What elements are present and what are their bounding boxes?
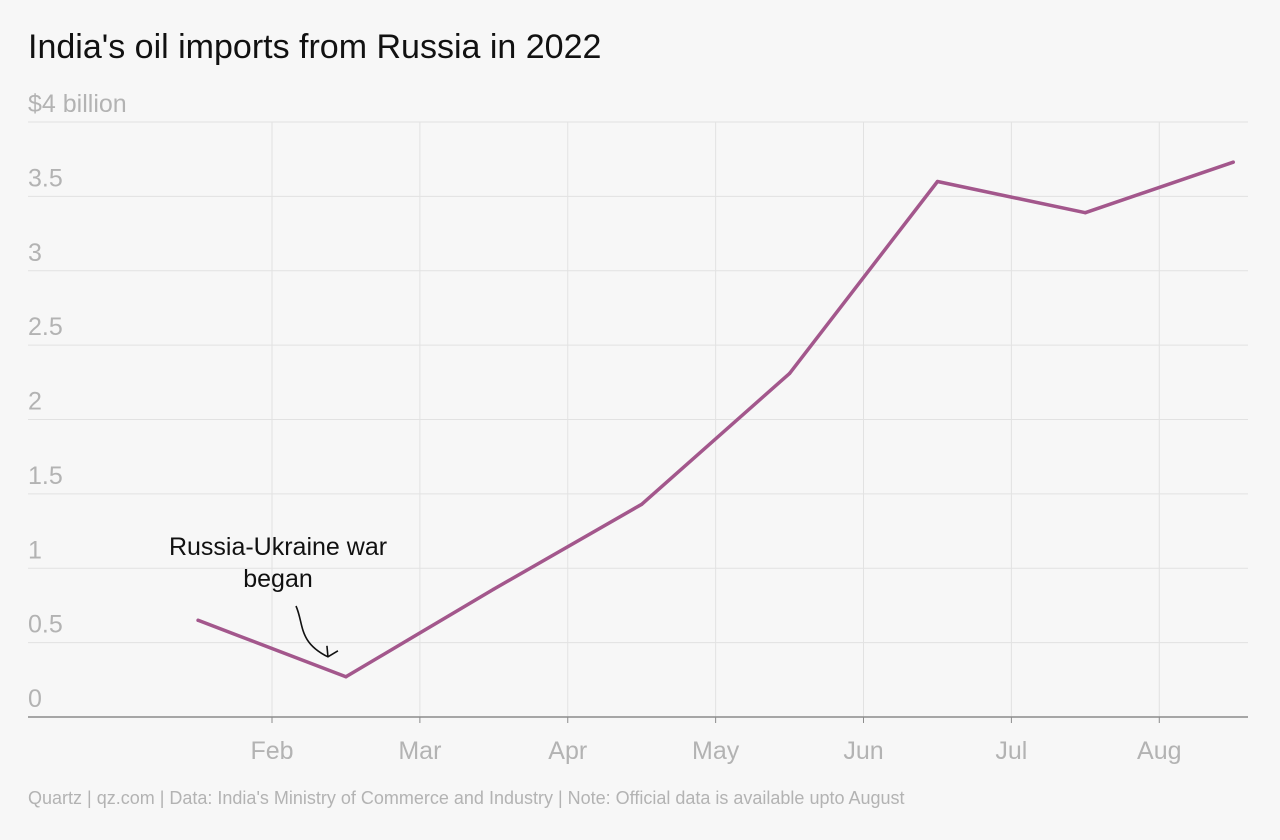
data-point [492,587,496,591]
chart-title: India's oil imports from Russia in 2022 [28,28,602,66]
y-tick-label: 3.5 [28,164,63,192]
annotation-line-2: began [243,565,313,593]
data-point [196,618,200,622]
x-tick-label: Aug [1137,737,1181,765]
y-tick-label: 0 [28,685,42,713]
y-tick-label: 2 [28,388,42,416]
annotation-arrow [295,605,329,658]
x-tick-label: Apr [548,737,587,765]
data-point [640,502,644,506]
x-tick-label: Jun [843,737,883,765]
data-point [1083,211,1087,215]
x-tick-label: Feb [250,737,293,765]
y-tick-label: 1.5 [28,462,63,490]
x-tick-label: Jul [995,737,1027,765]
y-tick-label: 2.5 [28,313,63,341]
data-point [787,371,792,375]
x-tick-label: Mar [398,737,441,765]
y-tick-label: $4 billion [28,90,127,118]
data-point [935,179,940,184]
annotation-arrowhead [326,645,339,658]
data-point [1231,160,1235,164]
annotation-line-1: Russia-Ukraine war [169,533,387,561]
chart-footer: Quartz | qz.com | Data: India's Ministry… [28,788,905,808]
y-tick-label: 1 [28,536,42,564]
series-line [196,160,1235,679]
x-tick-label: May [692,737,740,765]
y-tick-label: 3 [28,239,42,267]
data-point [344,675,348,679]
y-tick-label: 0.5 [28,611,63,639]
